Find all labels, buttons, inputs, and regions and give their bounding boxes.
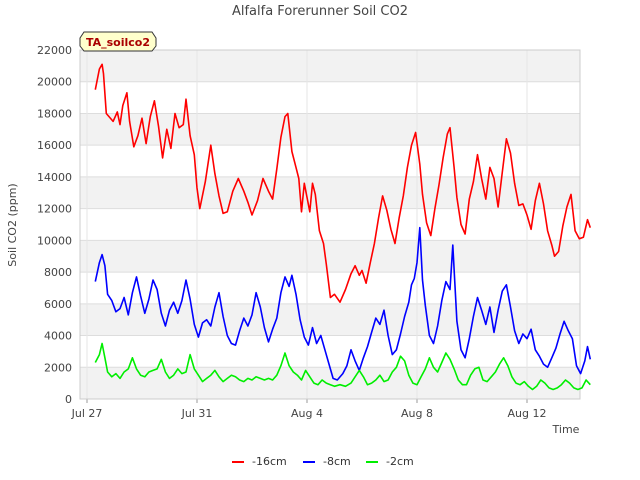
y-tick-label: 22000 (37, 44, 72, 57)
series-layer (94, 63, 592, 391)
grid-band (80, 303, 580, 336)
x-axis-label: Time (552, 423, 580, 436)
y-tick-label: 12000 (37, 203, 72, 216)
legend-label: -8cm (323, 455, 351, 468)
grid-band (80, 240, 580, 273)
x-tick-label: Aug 12 (508, 407, 547, 420)
site-label-text: TA_soilco2 (86, 36, 150, 49)
y-tick-label: 20000 (37, 76, 72, 89)
x-tick-label: Jul 27 (71, 407, 103, 420)
y-tick-label: 8000 (44, 266, 72, 279)
legend-label: -2cm (386, 455, 414, 468)
y-tick-label: 16000 (37, 139, 72, 152)
series-line-8cmcm (94, 226, 592, 381)
y-axis-label: Soil CO2 (ppm) (6, 183, 19, 266)
legend-label: -16cm (252, 455, 287, 468)
x-tick-label: Jul 31 (181, 407, 213, 420)
chart-title: Alfalfa Forerunner Soil CO2 (232, 4, 408, 19)
grid-band (80, 176, 580, 209)
x-tick-labels: Jul 27 Jul 31 Aug 4 Aug 8 Aug 12 (71, 407, 547, 420)
y-tick-labels: 0 2000 4000 6000 8000 10000 12000 14000 16000 180… (37, 44, 72, 406)
x-tick-label: Aug 4 (291, 407, 323, 420)
y-tick-label: 4000 (44, 330, 72, 343)
site-label-box: TA_soilco2 (79, 31, 157, 52)
grid-bands (80, 50, 580, 399)
series-line-16cmcm (94, 63, 592, 303)
series-line-2cmcm (94, 342, 591, 391)
legend: -16cm -8cm -2cm (232, 455, 414, 468)
y-tick-label: 18000 (37, 107, 72, 120)
grid-band (80, 367, 580, 399)
grid-band (80, 113, 580, 146)
y-tick-label: 6000 (44, 298, 72, 311)
y-tick-label: 0 (65, 393, 72, 406)
x-tick-label: Aug 8 (401, 407, 433, 420)
y-tick-label: 2000 (44, 361, 72, 374)
grid-band (80, 50, 580, 82)
y-tick-label: 14000 (37, 171, 72, 184)
site-label-background (79, 31, 157, 52)
plot-frame (79, 49, 581, 400)
y-tick-label: 10000 (37, 234, 72, 247)
